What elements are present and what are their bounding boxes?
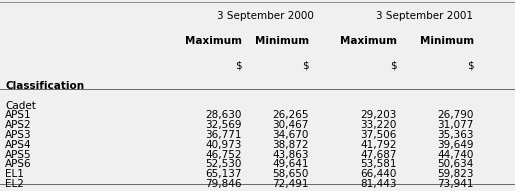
- Text: 30,467: 30,467: [272, 120, 309, 130]
- Text: 50,634: 50,634: [437, 159, 474, 169]
- Text: 44,740: 44,740: [437, 150, 474, 160]
- Text: 52,530: 52,530: [205, 159, 242, 169]
- Text: 34,670: 34,670: [272, 130, 309, 140]
- Text: 49,641: 49,641: [272, 159, 309, 169]
- Text: APS1: APS1: [5, 110, 32, 121]
- Text: 41,792: 41,792: [360, 140, 397, 150]
- Text: 31,077: 31,077: [437, 120, 474, 130]
- Text: 39,649: 39,649: [437, 140, 474, 150]
- Text: $: $: [467, 60, 474, 70]
- Text: 26,790: 26,790: [437, 110, 474, 121]
- Text: 59,823: 59,823: [437, 169, 474, 179]
- Text: 32,569: 32,569: [205, 120, 242, 130]
- Text: 35,363: 35,363: [437, 130, 474, 140]
- Text: 28,630: 28,630: [205, 110, 242, 121]
- Text: 73,941: 73,941: [437, 179, 474, 189]
- Text: 38,872: 38,872: [272, 140, 309, 150]
- Text: 81,443: 81,443: [360, 179, 397, 189]
- Text: 37,506: 37,506: [360, 130, 397, 140]
- Text: Maximum: Maximum: [185, 36, 242, 46]
- Text: Cadet: Cadet: [5, 101, 36, 111]
- Text: 3 September 2000: 3 September 2000: [217, 11, 314, 21]
- Text: 36,771: 36,771: [205, 130, 242, 140]
- Text: APS3: APS3: [5, 130, 32, 140]
- Text: Maximum: Maximum: [339, 36, 397, 46]
- Text: 72,491: 72,491: [272, 179, 309, 189]
- Text: APS6: APS6: [5, 159, 32, 169]
- Text: $: $: [302, 60, 309, 70]
- Text: $: $: [235, 60, 242, 70]
- Text: EL1: EL1: [5, 169, 24, 179]
- Text: EL2: EL2: [5, 179, 24, 189]
- Text: 46,752: 46,752: [205, 150, 242, 160]
- Text: 65,137: 65,137: [205, 169, 242, 179]
- Text: 66,440: 66,440: [360, 169, 397, 179]
- Text: 26,265: 26,265: [272, 110, 309, 121]
- Text: 3 September 2001: 3 September 2001: [376, 11, 473, 21]
- Text: Minimum: Minimum: [420, 36, 474, 46]
- Text: 58,650: 58,650: [272, 169, 309, 179]
- Text: Classification: Classification: [5, 81, 84, 91]
- Text: 53,581: 53,581: [360, 159, 397, 169]
- Text: APS5: APS5: [5, 150, 32, 160]
- Text: Minimum: Minimum: [255, 36, 309, 46]
- Text: 29,203: 29,203: [360, 110, 397, 121]
- Text: 40,973: 40,973: [205, 140, 242, 150]
- Text: 79,846: 79,846: [205, 179, 242, 189]
- Text: 43,863: 43,863: [272, 150, 309, 160]
- Text: 33,220: 33,220: [360, 120, 397, 130]
- Text: APS4: APS4: [5, 140, 32, 150]
- Text: APS2: APS2: [5, 120, 32, 130]
- Text: 47,687: 47,687: [360, 150, 397, 160]
- Text: $: $: [390, 60, 397, 70]
